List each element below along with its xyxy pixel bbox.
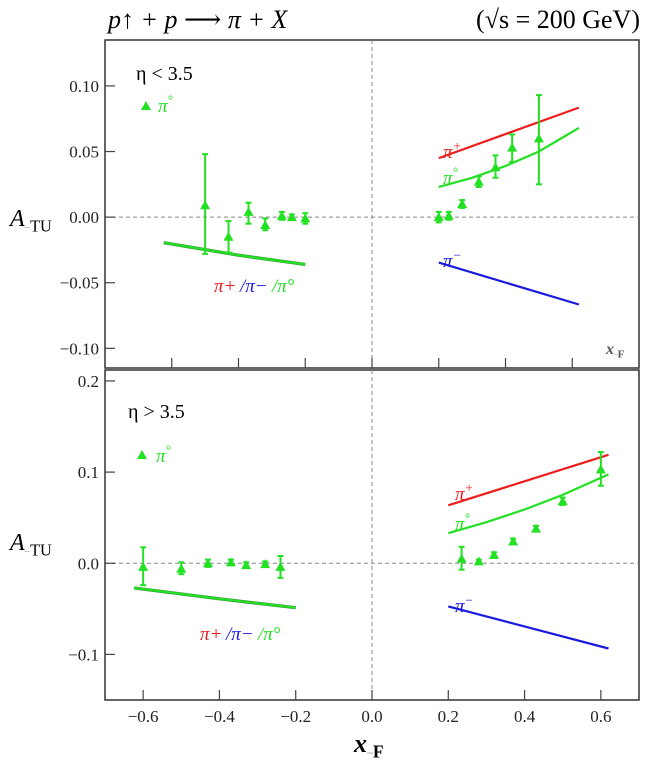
curve-pi°	[447, 473, 609, 535]
data-point-triangle	[433, 212, 444, 222]
data-point-triangle	[533, 133, 544, 143]
y-tick-label: −0.10	[60, 339, 99, 358]
data-point-triangle	[243, 206, 254, 216]
curve-label: π+	[455, 480, 474, 505]
legend-label: π°	[156, 442, 172, 467]
data-point-triangle	[138, 561, 149, 571]
data-point-triangle	[223, 231, 234, 241]
panel-title: η < 3.5	[136, 63, 193, 85]
curve-pi+	[438, 106, 580, 160]
panel-top: 0.100.050.00−0.05−0.10A_TUη < 3.5π°π+π°π…	[8, 39, 640, 369]
curve-label: π−	[443, 247, 462, 272]
combined-label-part: /π−	[225, 624, 254, 645]
data-point-triangle	[300, 213, 311, 223]
curve-pi−	[448, 605, 609, 650]
curve-pi°	[438, 126, 580, 188]
curve-combined	[133, 586, 296, 609]
x-tick-label: 0.2	[438, 707, 459, 726]
y-tick-label: −0.05	[60, 274, 99, 293]
y-tick-label: 0.1	[78, 463, 99, 482]
data-point-triangle	[508, 536, 519, 546]
x-axis-label: x_F	[353, 729, 384, 762]
data-point-triangle	[260, 219, 271, 229]
data-point-triangle	[456, 553, 467, 563]
y-tick-label: −0.1	[68, 645, 99, 664]
data-point-triangle	[531, 523, 542, 533]
energy-title: (√s = 200 GeV)	[476, 5, 640, 34]
curve-label: π°	[455, 510, 471, 535]
data-point-triangle	[595, 464, 606, 474]
x-tick-label: −0.4	[204, 707, 235, 726]
data-point-triangle	[225, 557, 236, 567]
y-tick-label: 0.10	[69, 77, 99, 96]
curve-label: π−	[455, 592, 474, 617]
data-point-triangle	[490, 162, 501, 172]
curve-label: π°	[443, 164, 459, 189]
curve-combined	[163, 241, 306, 266]
combined-label-part: /π−	[239, 276, 268, 297]
y-tick-label: 0.05	[69, 143, 99, 162]
data-point-triangle	[507, 142, 518, 152]
data-point-triangle	[443, 210, 454, 220]
y-tick-label: 0.00	[69, 208, 99, 227]
data-point-triangle	[202, 558, 213, 568]
legend-marker-triangle	[141, 101, 151, 110]
combined-label-part: π+	[214, 276, 236, 297]
data-point-triangle	[557, 496, 568, 506]
data-point-triangle	[241, 560, 252, 570]
combined-label-part: /π°	[271, 276, 295, 297]
combined-label-part: /π°	[257, 624, 281, 645]
data-point-triangle	[473, 176, 484, 186]
y-tick-label: 0.2	[78, 372, 99, 391]
curve-pi+	[447, 453, 609, 507]
data-point-triangle	[457, 199, 468, 208]
panel-bottom: 0.2 0.1 0.0 −0.1 −0.6 −0.4 −0.2 0.0 0.2 0.4 0.6 A_T…	[8, 369, 640, 762]
curve-label: π+	[443, 138, 462, 163]
data-point-triangle	[286, 212, 297, 222]
x-tick-label: −0.6	[128, 707, 159, 726]
data-point-triangle	[276, 210, 287, 220]
combined-label-part: π+	[200, 624, 222, 645]
curve-pi−	[438, 261, 580, 306]
x-tick-label: 0.0	[361, 707, 382, 726]
x-axis-label-top: x_F	[605, 341, 625, 361]
legend-marker-triangle	[137, 450, 147, 459]
data-point-triangle	[489, 550, 500, 560]
y-tick-label: 0.0	[78, 554, 99, 573]
y-axis-label: A_TU	[8, 530, 52, 559]
panel-title: η > 3.5	[128, 401, 185, 423]
data-point-triangle	[473, 556, 484, 566]
x-tick-label: −0.2	[280, 707, 311, 726]
x-tick-label: 0.4	[514, 707, 536, 726]
data-point-triangle	[176, 563, 187, 573]
data-point-triangle	[275, 561, 286, 571]
data-point-triangle	[260, 559, 271, 569]
y-axis-label: A_TU	[8, 206, 52, 235]
legend-label: π°	[158, 92, 174, 117]
data-point-triangle	[200, 200, 211, 210]
reaction-title: p↑ + p ⟶ π + X	[106, 5, 288, 34]
x-tick-label: 0.6	[590, 707, 611, 726]
